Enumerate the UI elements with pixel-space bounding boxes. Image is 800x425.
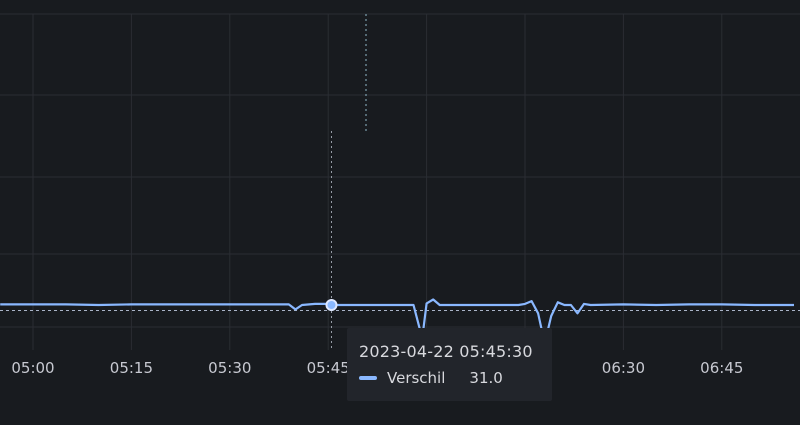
tooltip-time: 2023-04-22 05:45:30 [359, 342, 533, 361]
tooltip-series-name: Verschil [387, 369, 446, 387]
tooltip-series-swatch [359, 376, 377, 380]
tooltip-series-row: Verschil 31.0 [359, 369, 552, 387]
series-line-verschil[interactable] [0, 298, 794, 345]
x-tick-label: 06:30 [602, 359, 645, 377]
chart-grid [0, 13, 800, 350]
x-tick-label: 06:45 [700, 359, 743, 377]
x-tick-label: 05:00 [11, 359, 54, 377]
hover-tooltip: 2023-04-22 05:45:30 Verschil 31.0 [347, 328, 552, 401]
x-tick-label: 05:45 [307, 359, 350, 377]
hover-data-point[interactable] [325, 299, 338, 311]
x-tick-label: 05:15 [110, 359, 153, 377]
x-tick-label: 05:30 [208, 359, 251, 377]
tooltip-series-value: 31.0 [469, 369, 503, 387]
